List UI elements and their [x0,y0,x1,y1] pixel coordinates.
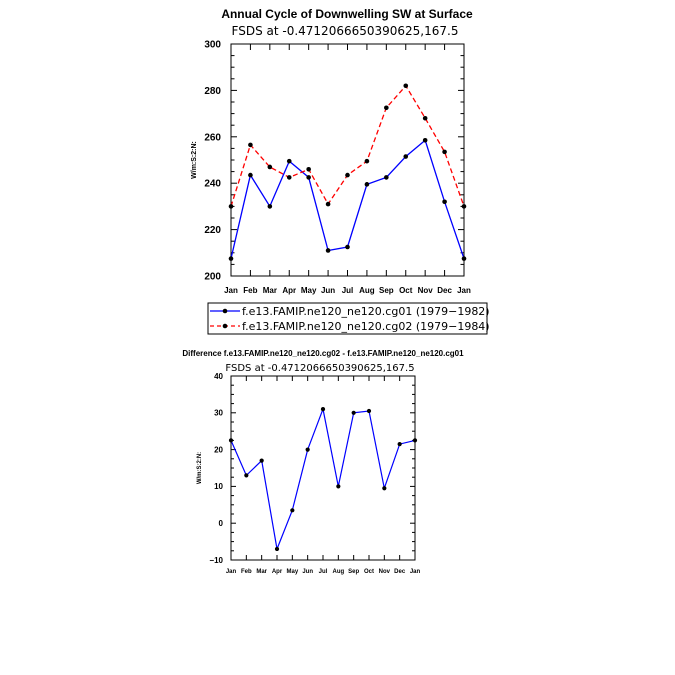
data-point [305,447,310,452]
x-tick-label: Oct [364,569,374,575]
data-point [228,438,234,443]
data-point [290,508,295,513]
y-tick-label: 200 [204,272,221,283]
y-tick-label: 0 [219,519,224,528]
data-point [442,149,447,155]
data-point [345,172,350,178]
data-point [228,204,234,209]
legend-label-cg02: f.e13.FAMIP.ne120_ne120.cg02 (1979−1984) [242,320,490,333]
y-tick-label: 40 [214,372,223,381]
plot-area: 200 220 240 260 280 300 Jan Feb Mar Apr May Jun Jul A… [204,40,471,296]
data-point [403,83,409,89]
data-point [274,546,280,552]
plot-area: −10 0 10 20 30 40 Jan Feb Mar Apr May Jun Jul Aug Sep O… [209,372,420,575]
y-tick-label: −10 [209,556,223,565]
x-tick-label: Sep [379,286,394,295]
y-tick-label: 30 [214,409,223,418]
x-tick-label: May [301,286,317,295]
x-tick-label: Feb [241,569,252,575]
y-tick-label: 220 [204,225,221,236]
y-tick-label: 20 [214,445,223,454]
x-tick-label: Nov [418,286,434,295]
x-tick-label: Dec [437,286,452,295]
data-point [228,256,234,261]
x-tick-label: Jan [226,569,237,575]
x-tick-label: Apr [272,569,283,575]
x-tick-label: Dec [394,569,406,575]
data-point [267,204,273,209]
data-point [306,175,311,180]
series-line-0 [230,139,465,259]
data-point [320,407,326,412]
legend: f.e13.FAMIP.ne120_ne120.cg01 (1979−1982)… [207,302,490,335]
data-point [403,154,409,159]
data-point [336,484,341,489]
y-tick-label: 240 [204,179,221,190]
data-point [382,486,387,491]
annual-cycle-panel: Annual Cycle of Downwelling SW at Surfac… [191,7,490,335]
data-point [306,166,311,172]
data-point [384,175,389,180]
x-tick-label: Feb [243,286,257,295]
x-tick-label: Jan [410,569,421,575]
x-tick-label: Jun [302,569,313,575]
x-tick-label: May [286,569,298,575]
data-point [244,473,249,478]
data-point [461,204,467,209]
x-tick-label: Jul [342,286,354,295]
data-point [412,438,418,443]
x-tick-label: Mar [263,286,277,295]
x-tick-label: Nov [379,569,391,575]
chart-title: Difference f.e13.FAMIP.ne120_ne120.cg02 … [182,349,464,358]
x-tick-label: Aug [332,569,344,575]
x-tick-label: Jan [224,286,238,295]
data-point [366,408,372,414]
y-tick-label: 300 [204,40,221,51]
series-line-0 [230,406,416,552]
x-tick-label: Oct [399,286,413,295]
legend-marker-cg01 [222,308,228,314]
data-point [345,244,350,250]
series-line-1 [230,84,465,207]
x-tick-label: Mar [256,569,267,575]
x-tick-label: Aug [359,286,375,295]
data-point [259,458,264,463]
x-tick-label: Jun [321,286,335,295]
x-tick-label: Sep [348,569,359,575]
data-point [286,175,292,180]
y-tick-label: 260 [204,132,221,143]
y-axis-label: W/m:S:2:N: [197,452,203,484]
x-tick-label: Jan [457,286,471,295]
legend-marker-cg02 [222,323,228,329]
x-tick-label: Apr [282,286,296,295]
chart-subtitle: FSDS at -0.4712066650390625,167.5 [232,24,459,38]
y-axis-label: W/m:S:2:N: [191,141,198,179]
data-point [325,248,331,253]
legend-box [207,302,488,335]
data-point [351,410,356,415]
data-point [422,115,428,121]
plot-frame [230,375,416,561]
x-tick-label: Jul [319,569,328,575]
data-point [422,137,428,143]
difference-panel: Difference f.e13.FAMIP.ne120_ne120.cg02 … [182,349,464,575]
data-point [442,199,447,205]
plot-frame [230,43,465,277]
data-point [461,256,467,261]
chart-title: Annual Cycle of Downwelling SW at Surfac… [221,7,473,21]
data-point [364,158,370,164]
y-tick-label: 280 [204,86,221,97]
y-tick-label: 10 [214,482,223,491]
data-point [248,172,253,178]
data-point [286,158,292,164]
data-point [384,105,389,111]
data-point [397,441,402,447]
legend-label-cg01: f.e13.FAMIP.ne120_ne120.cg01 (1979−1982) [242,305,490,318]
data-point [364,182,370,187]
data-point [325,201,331,207]
data-point [267,164,273,170]
chart-subtitle: FSDS at -0.4712066650390625,167.5 [225,363,414,374]
data-point [248,142,253,148]
